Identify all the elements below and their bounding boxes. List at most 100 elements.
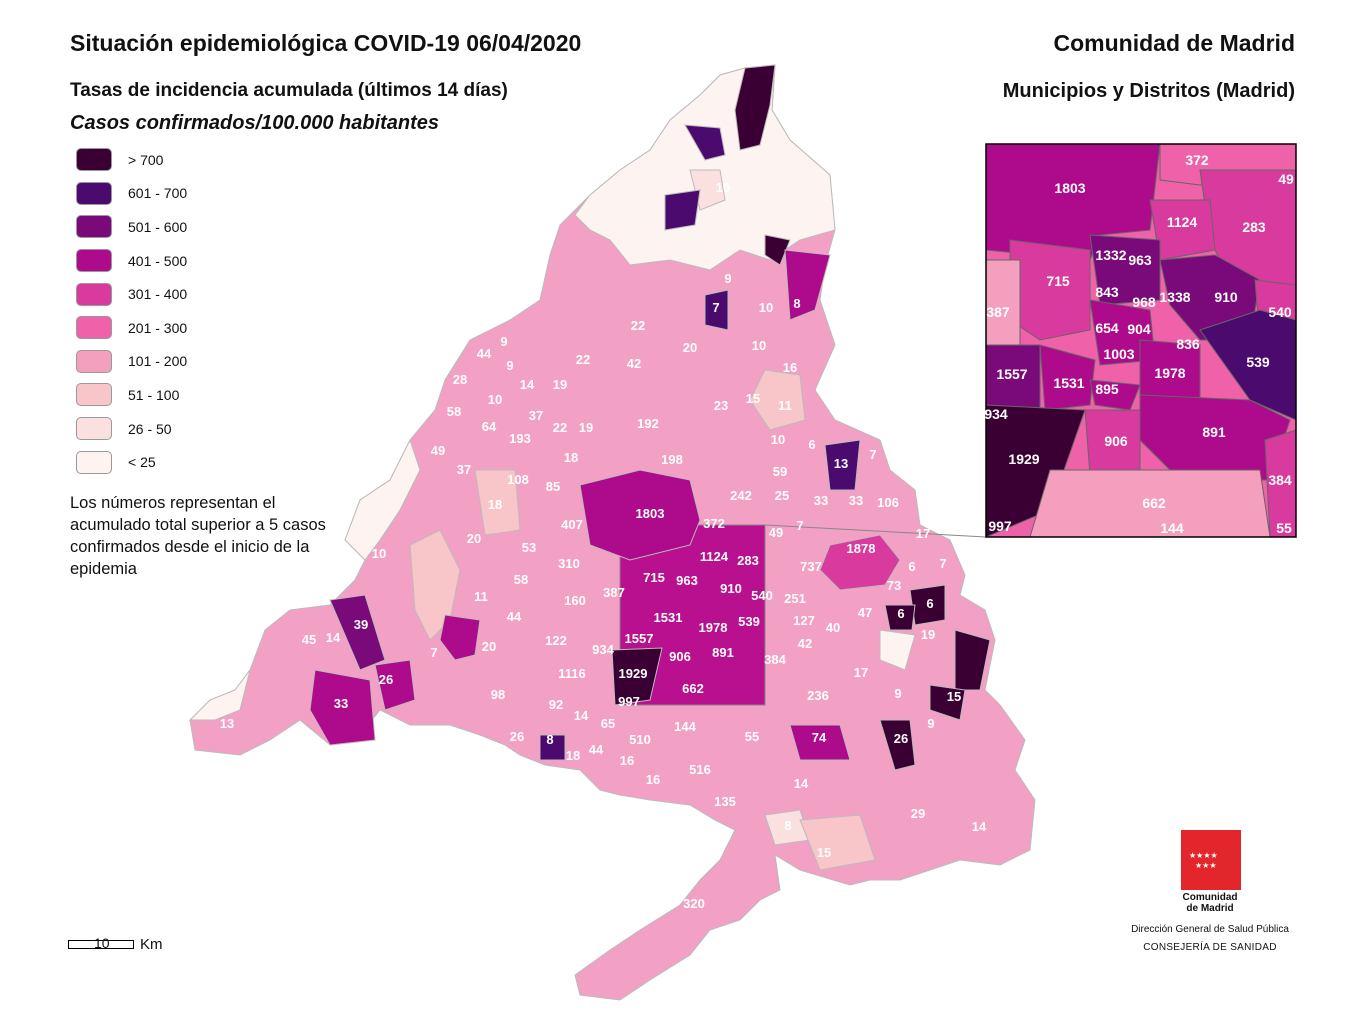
municipality-label: 516 <box>689 762 711 777</box>
municipality-label: 22 <box>576 352 590 367</box>
legend-swatch <box>76 349 112 373</box>
legend-swatch <box>76 282 112 306</box>
legend-label: 301 - 400 <box>128 286 188 303</box>
legend-item: < 25 <box>76 445 187 479</box>
municipality-label: 1531 <box>654 610 683 625</box>
municipality-label: 387 <box>603 585 625 600</box>
district-label: 1338 <box>1159 289 1190 305</box>
legend-label: 51 - 100 <box>128 386 180 403</box>
municipality-label: 14 <box>574 708 589 723</box>
legend-item: 26 - 50 <box>76 412 187 446</box>
district-label: 662 <box>1142 495 1166 511</box>
municipality-label: 19 <box>921 627 935 642</box>
municipality-label: 37 <box>457 462 471 477</box>
municipality-label: 10 <box>771 432 785 447</box>
district-label: 387 <box>986 304 1010 320</box>
municipality-label: 22 <box>631 318 645 333</box>
municipality-label: 10 <box>488 392 502 407</box>
legend-item: 301 - 400 <box>76 277 187 311</box>
district-label: 715 <box>1046 273 1070 289</box>
district-label: 904 <box>1127 321 1151 337</box>
municipality-label: 92 <box>549 697 563 712</box>
municipality-label: 58 <box>514 572 528 587</box>
municipality-label: 236 <box>807 688 829 703</box>
district-label: 1929 <box>1008 451 1039 467</box>
legend-swatch <box>76 215 112 239</box>
municipality-label: 14 <box>972 819 987 834</box>
scale-value: 10 <box>94 935 110 951</box>
district-label: 1124 <box>1167 214 1198 230</box>
municipality-label: 40 <box>826 620 840 635</box>
municipality-label: 49 <box>769 525 783 540</box>
municipality-label: 26 <box>894 731 908 746</box>
municipality-label: 22 <box>553 420 567 435</box>
municipality-label: 15 <box>817 845 831 860</box>
municipality-label: 1878 <box>847 541 876 556</box>
district-label: 843 <box>1095 284 1119 300</box>
district-label: 891 <box>1202 424 1226 440</box>
municipality-label: 8 <box>784 818 791 833</box>
municipality-label: 42 <box>627 356 641 371</box>
municipality-label: 1116 <box>558 666 586 681</box>
legend-label: 501 - 600 <box>128 218 188 235</box>
legend-label: 401 - 500 <box>128 252 188 269</box>
municipality-label: 7 <box>712 300 719 315</box>
district-label: 539 <box>1246 354 1270 370</box>
municipality-label: 891 <box>712 645 734 660</box>
municipality-label: 11 <box>474 589 488 604</box>
municipality-label: 20 <box>683 340 697 355</box>
municipality-label: 1978 <box>699 620 728 635</box>
municipality-label: 18 <box>488 497 502 512</box>
municipality-label: 108 <box>507 472 529 487</box>
municipality-label: 73 <box>887 578 901 593</box>
municipality-label: 13 <box>834 456 848 471</box>
municipality-label: 28 <box>453 372 467 387</box>
municipality-label: 25 <box>775 488 789 503</box>
municipality-label: 662 <box>682 681 704 696</box>
municipality-label: 65 <box>601 716 615 731</box>
region-subtitle: Municipios y Distritos (Madrid) <box>1002 80 1295 102</box>
municipality-label: 10 <box>759 300 773 315</box>
map-subtitle: Tasas de incidencia acumulada (últimos 1… <box>70 80 508 101</box>
municipality-label: 26 <box>379 672 393 687</box>
legend-label: 26 - 50 <box>128 420 172 437</box>
municipality-label: 510 <box>629 732 651 747</box>
municipality-label: 539 <box>738 614 760 629</box>
municipality-label: 7 <box>939 556 946 571</box>
direccion-general: Dirección General de Salud Pública <box>1131 924 1289 935</box>
municipality-label: 53 <box>522 540 536 555</box>
district-label: 283 <box>1242 219 1266 235</box>
legend-swatch <box>76 148 112 172</box>
municipality-label: 59 <box>773 464 787 479</box>
district-label: 1332 <box>1095 247 1126 263</box>
district-label: 55 <box>1276 520 1292 536</box>
region-title: Comunidad de Madrid <box>1053 30 1296 56</box>
inset-frame <box>985 143 1297 538</box>
municipality-label: 55 <box>745 729 759 744</box>
legend: > 700 601 - 700 501 - 600 401 - 500 301 - 40… <box>76 143 187 479</box>
municipality-label: 14 <box>794 776 809 791</box>
district-label: 934 <box>984 406 1008 422</box>
municipality-label: 17 <box>916 526 930 541</box>
municipality-label: 934 <box>592 642 614 657</box>
municipality-label: 47 <box>858 605 872 620</box>
municipality-label: 14 <box>520 377 535 392</box>
municipality-label: 1557 <box>625 631 654 646</box>
legend-swatch <box>76 181 112 205</box>
district-label: 540 <box>1268 304 1292 320</box>
municipality-label: 8 <box>546 732 553 747</box>
legend-swatch <box>76 316 112 340</box>
legend-item: 601 - 700 <box>76 177 187 211</box>
municipality-label: 42 <box>798 636 812 651</box>
municipality-label: 14 <box>326 630 341 645</box>
legend-note: Los números representan el acumulado tot… <box>70 494 326 578</box>
municipality-label: 7 <box>430 645 437 660</box>
municipality-label: 9 <box>500 334 507 349</box>
municipality-label: 26 <box>510 729 524 744</box>
district-label: 906 <box>1104 433 1128 449</box>
municipality-label: 16 <box>620 753 634 768</box>
municipality-label: 715 <box>643 570 665 585</box>
municipality-label: 963 <box>676 573 698 588</box>
municipality-label: 160 <box>564 593 586 608</box>
municipality-label: 33 <box>849 493 863 508</box>
